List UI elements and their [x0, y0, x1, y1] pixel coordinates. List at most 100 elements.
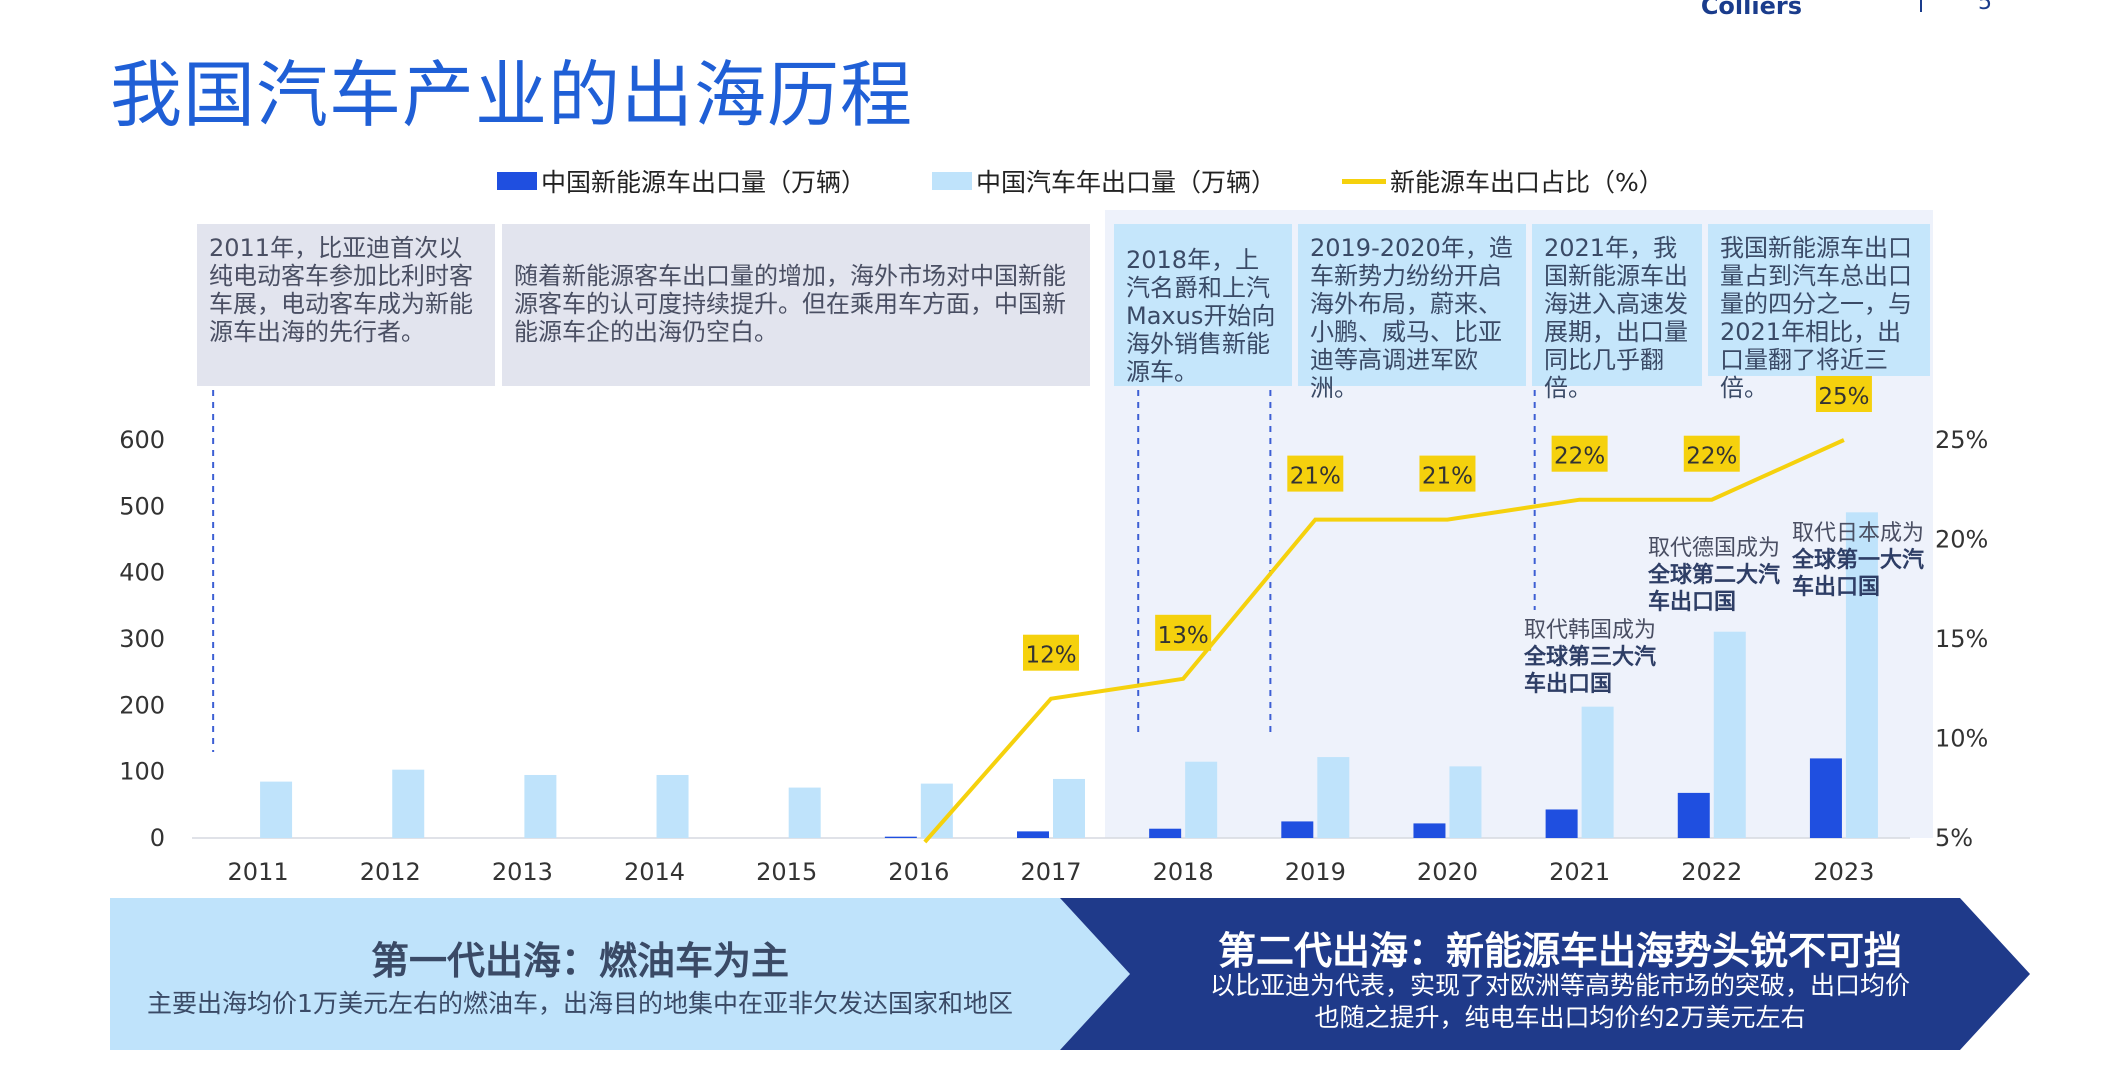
- bar-ev-2018: [1149, 828, 1182, 838]
- banner-first-generation-title: 第一代出海：燃油车为主: [370, 939, 789, 983]
- legend-item-ev-export: 中国新能源车出口量（万辆）: [497, 163, 866, 199]
- x-tick-label: 2017: [1020, 858, 1081, 886]
- legend-swatch-share: [1342, 178, 1386, 184]
- line-label-2018: 13%: [1158, 623, 1209, 649]
- banner-second-generation-subtitle: 以比亚迪为代表，实现了对欧洲等高势能市场的突破，出口均价 也随之提升，纯电车出口…: [1150, 970, 1970, 1034]
- annotation-2021-line3: 车出口国: [1524, 672, 1613, 697]
- annotation-2022-line3: 车出口国: [1648, 590, 1737, 615]
- line-label-2021: 22%: [1554, 444, 1605, 470]
- bar-total-2023: [1845, 512, 1878, 838]
- legend-label-share: 新能源车出口占比（%）: [1390, 168, 1664, 197]
- line-label-box-2023: [1815, 376, 1872, 412]
- x-tick-label: 2011: [228, 858, 289, 886]
- note-2021: 2021年，我国新能源车出海进入高速发展期，出口量同比几乎翻倍。: [1532, 224, 1702, 402]
- x-tick-label: 2021: [1549, 858, 1610, 886]
- line-label-2022: 22%: [1686, 444, 1737, 470]
- note-2012-2016: 随着新能源客车出口量的增加，海外市场对中国新能源客车的认可度持续提升。但在乘用车…: [502, 224, 1090, 386]
- y-left-tick-label: 600: [119, 426, 165, 454]
- legend-swatch-total: [932, 172, 972, 190]
- bar-total-2021: [1581, 706, 1614, 838]
- y-left-tick-label: 500: [119, 492, 165, 520]
- line-label-box-2017: [1023, 634, 1079, 671]
- line-label-box-2022: [1683, 435, 1740, 472]
- bar-total-2018: [1185, 761, 1218, 838]
- legend-item-total-export: 中国汽车年出口量（万辆）: [932, 163, 1276, 199]
- x-tick-label: 2020: [1417, 858, 1478, 886]
- note-2019-2020: 2019-2020年，造车新势力纷纷开启海外布局，蔚来、小鹏、威马、比亚迪等高调…: [1298, 224, 1526, 402]
- legend-swatch-ev: [497, 172, 537, 190]
- annotation-2022-line2: 全球第二大汽: [1648, 563, 1781, 588]
- y-right-tick-label: 10%: [1935, 725, 1988, 753]
- note-2011: 2011年，比亚迪首次以纯电动客车参加比利时客车展，电动客车成为新能源车出海的先…: [197, 224, 495, 386]
- y-left-tick-label: 0: [150, 824, 165, 852]
- bar-ev-2022: [1677, 792, 1710, 838]
- y-left-tick-label: 400: [119, 559, 165, 587]
- line-label-box-2020: [1419, 455, 1476, 492]
- annotation-2021-line1: 取代韩国成为: [1524, 618, 1657, 643]
- y-left-tick-label: 300: [119, 625, 165, 653]
- bar-total-2017: [1053, 778, 1085, 838]
- y-right-tick-label: 20%: [1935, 526, 1988, 554]
- legend-label-total: 中国汽车年出口量（万辆）: [976, 168, 1277, 197]
- x-tick-label: 2013: [492, 858, 553, 886]
- banner-first-generation-subtitle: 主要出海均价1万美元左右的燃油车，出海目的地集中在亚非欠发达国家和地区: [147, 989, 1013, 1018]
- banner-first-generation-shape: [110, 898, 1130, 1050]
- bar-ev-2019: [1281, 821, 1314, 838]
- y-left-tick-label: 200: [119, 691, 165, 719]
- annotation-2022: 取代德国成为 全球第二大汽 车出口国: [1648, 535, 1780, 616]
- line-label-2017: 12%: [1025, 643, 1076, 669]
- annotation-2021-line2: 全球第三大汽: [1524, 645, 1657, 670]
- x-tick-label: 2019: [1285, 858, 1346, 886]
- line-label-2023: 25%: [1818, 384, 1869, 410]
- brand-logo-text: Colliers: [1700, 0, 1802, 20]
- bar-ev-2021: [1545, 809, 1578, 838]
- bar-total-2019: [1317, 757, 1350, 838]
- x-tick-label: 2015: [756, 858, 817, 886]
- y-right-tick-label: 25%: [1935, 426, 1988, 454]
- chart-legend: 中国新能源车出口量（万辆） 中国汽车年出口量（万辆） 新能源车出口占比（%）: [0, 163, 2102, 197]
- line-label-box-2019: [1287, 455, 1344, 492]
- banner-second-generation-title: 第二代出海：新能源车出海势头锐不可挡: [1217, 929, 1902, 973]
- annotation-2023: 取代日本成为 全球第一大汽 车出口国: [1792, 520, 1924, 601]
- banner-second-generation-shape: [1060, 898, 2030, 1050]
- line-label-box-2021: [1551, 435, 1608, 472]
- bar-total-2020: [1449, 766, 1482, 838]
- x-tick-label: 2012: [360, 858, 421, 886]
- annotation-2022-line1: 取代德国成为: [1648, 536, 1781, 561]
- annotation-2023-line3: 车出口国: [1792, 575, 1881, 600]
- note-2023: 我国新能源车出口量占到汽车总出口量的四分之一，与2021年相比，出口量翻了将近三…: [1708, 224, 1930, 402]
- bar-total-2022: [1713, 631, 1746, 838]
- bar-ev-2017: [1017, 831, 1049, 838]
- bar-ev-2020: [1413, 823, 1446, 838]
- bar-total-2013: [524, 774, 557, 838]
- page-title: 我国汽车产业的出海历程: [110, 53, 914, 137]
- bar-total-2012: [392, 769, 425, 838]
- annotation-2023-line1: 取代日本成为: [1792, 521, 1925, 546]
- legend-item-ev-share: 新能源车出口占比（%）: [1342, 163, 1664, 199]
- line-ev-share: [923, 438, 1845, 844]
- bar-ev-2016: [884, 836, 917, 838]
- page-number: 5: [1978, 0, 1992, 15]
- x-tick-label: 2018: [1153, 858, 1214, 886]
- line-label-box-2018: [1155, 614, 1212, 651]
- y-left-tick-label: 100: [119, 758, 165, 786]
- bar-ev-2023: [1809, 758, 1842, 838]
- note-2018: 2018年，上汽名爵和上汽Maxus开始向海外销售新能源车。: [1114, 224, 1292, 386]
- bar-total-2015: [788, 787, 821, 838]
- annotation-2023-line2: 全球第一大汽: [1792, 548, 1925, 573]
- annotation-2021: 取代韩国成为 全球第三大汽 车出口国: [1524, 617, 1656, 698]
- bar-total-2014: [656, 774, 689, 838]
- x-tick-label: 2016: [888, 858, 949, 886]
- bar-total-2011: [260, 781, 293, 838]
- banner-second-generation-subtitle-line2: 也随之提升，纯电车出口均价约2万美元左右: [1314, 1003, 1806, 1032]
- banner-second-generation-subtitle-line1: 以比亚迪为代表，实现了对欧洲等高势能市场的突破，出口均价: [1209, 971, 1910, 1000]
- x-tick-label: 2023: [1813, 858, 1874, 886]
- y-right-tick-label: 15%: [1935, 625, 1988, 653]
- line-label-2019: 21%: [1290, 464, 1341, 490]
- x-tick-label: 2022: [1681, 858, 1742, 886]
- x-tick-label: 2014: [624, 858, 685, 886]
- line-label-2020: 21%: [1422, 464, 1473, 490]
- y-right-tick-label: 5%: [1935, 824, 1973, 852]
- legend-label-ev: 中国新能源车出口量（万辆）: [541, 168, 867, 197]
